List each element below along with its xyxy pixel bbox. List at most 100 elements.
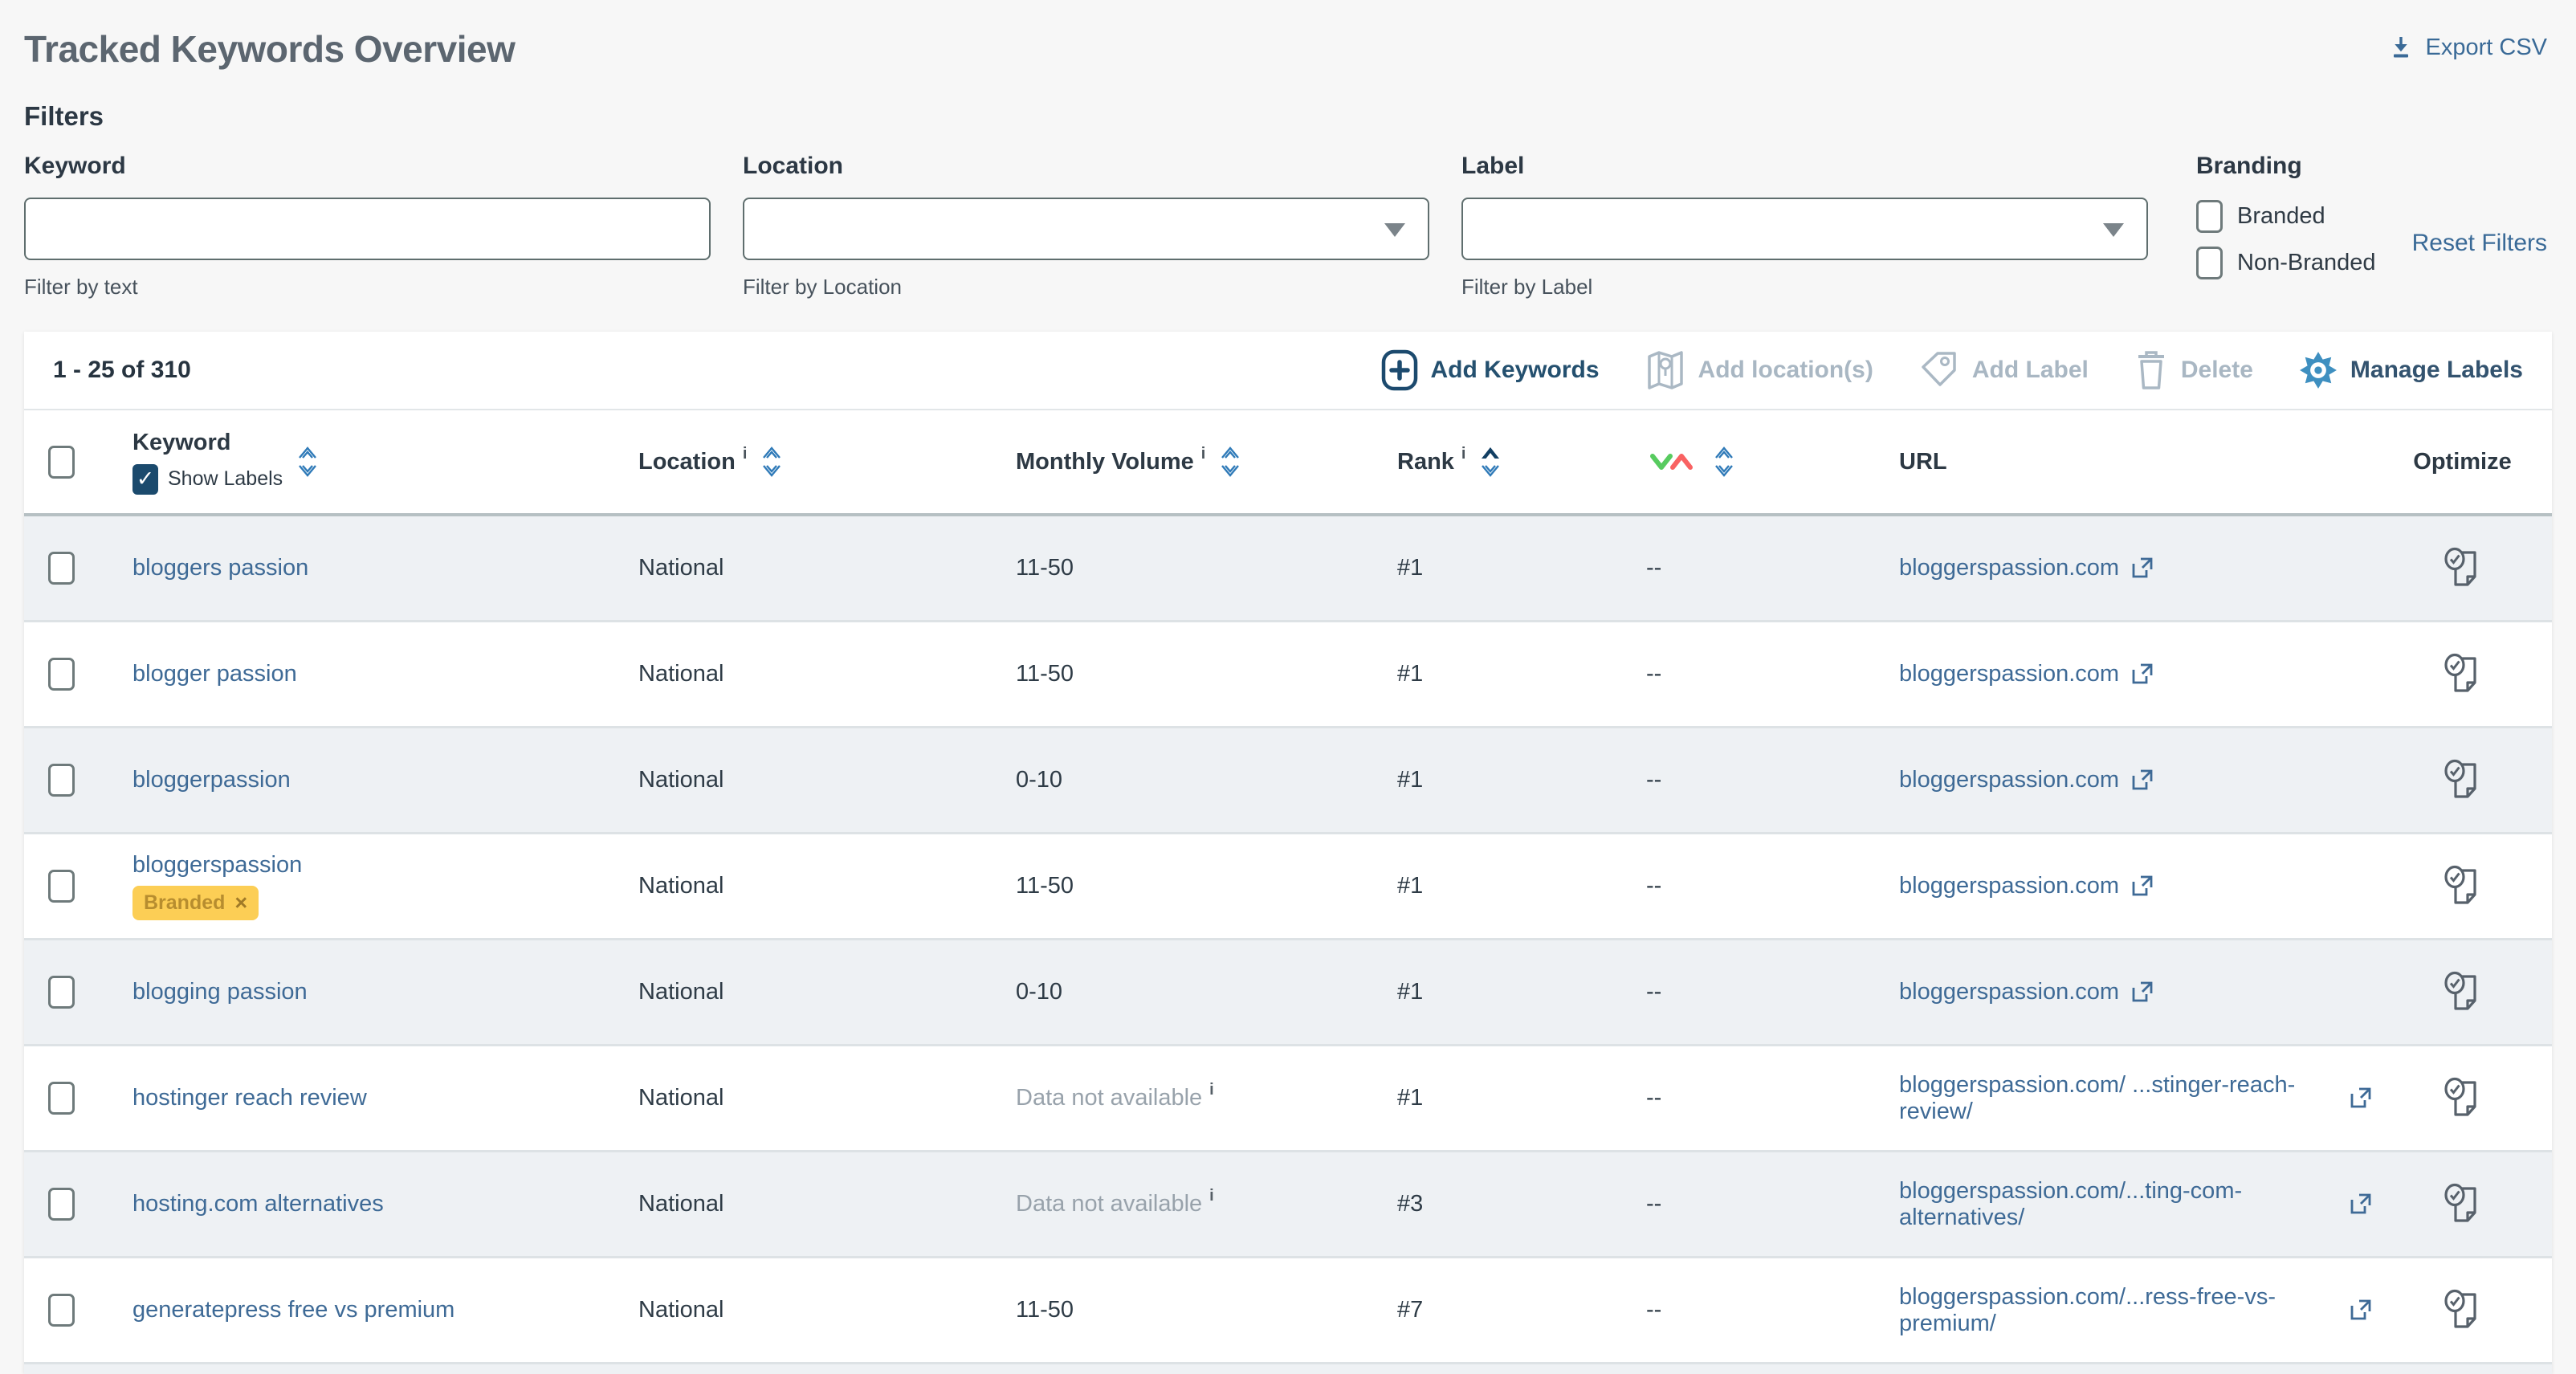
url-link[interactable]: bloggerspassion.com bbox=[1899, 767, 2154, 793]
column-header-rank: Rank bbox=[1397, 448, 1454, 475]
keyword-filter-input[interactable] bbox=[26, 199, 709, 259]
keyword-link[interactable]: hostinger reach review bbox=[132, 1085, 367, 1111]
volume-cell: 11-50 bbox=[992, 516, 1373, 620]
branded-option-label: Branded bbox=[2237, 202, 2325, 229]
table-row: hostinger reach review National Data not… bbox=[24, 1046, 2552, 1152]
plus-square-icon bbox=[1381, 349, 1417, 391]
trend-cell: -- bbox=[1646, 1191, 1662, 1217]
info-icon: i bbox=[1209, 1187, 1214, 1205]
table-row: bloggerspassion Branded × National 11-50… bbox=[24, 834, 2552, 940]
column-header-optimize: Optimize bbox=[2413, 448, 2512, 475]
branded-checkbox[interactable] bbox=[2196, 199, 2223, 233]
row-checkbox[interactable] bbox=[48, 658, 75, 691]
show-labels-checkbox[interactable]: ✓ bbox=[132, 463, 158, 495]
url-text: bloggerspassion.com/ ...stinger-reach-re… bbox=[1899, 1071, 2296, 1124]
location-select[interactable] bbox=[743, 198, 1429, 260]
rank-cell: #1 bbox=[1397, 661, 1424, 687]
row-checkbox[interactable] bbox=[48, 1082, 75, 1115]
table-row: blogger passion National 11-50 #1 -- blo… bbox=[24, 622, 2552, 728]
keyword-link[interactable]: hosting.com alternatives bbox=[132, 1191, 384, 1217]
volume-cell: 0-10 bbox=[992, 940, 1373, 1044]
optimize-icon[interactable] bbox=[2443, 864, 2483, 909]
url-text: bloggerspassion.com bbox=[1899, 767, 2120, 793]
download-icon bbox=[2393, 37, 2408, 58]
export-csv-button[interactable]: Export CSV bbox=[2387, 34, 2547, 61]
sort-icon-active-asc[interactable] bbox=[1478, 442, 1502, 482]
optimize-icon[interactable] bbox=[2443, 1076, 2483, 1121]
url-text: bloggerspassion.com/...ress-free-vs-prem… bbox=[1899, 1283, 2276, 1336]
rank-cell: #7 bbox=[1397, 1297, 1424, 1323]
label-filter-helper: Filter by Label bbox=[1461, 275, 1593, 299]
add-label-button[interactable]: Add Label bbox=[1918, 349, 2089, 391]
select-all-checkbox[interactable] bbox=[48, 445, 75, 479]
add-keywords-button[interactable]: Add Keywords bbox=[1380, 349, 1600, 392]
next-row-sliver bbox=[24, 1364, 2552, 1374]
optimize-icon[interactable] bbox=[2443, 652, 2483, 697]
filter-keyword: Keyword Filter by text bbox=[24, 153, 711, 300]
column-header-location: Location bbox=[638, 448, 736, 475]
sort-icon[interactable] bbox=[1712, 442, 1736, 482]
url-link[interactable]: bloggerspassion.com/ ...stinger-reach-re… bbox=[1899, 1072, 2373, 1125]
label-select[interactable] bbox=[1461, 198, 2148, 260]
keyword-link[interactable]: bloggerspassion bbox=[132, 852, 303, 878]
row-checkbox[interactable] bbox=[48, 1188, 75, 1221]
url-link[interactable]: bloggerspassion.com bbox=[1899, 555, 2154, 581]
url-link[interactable]: bloggerspassion.com bbox=[1899, 873, 2154, 899]
manage-labels-button[interactable]: Manage Labels bbox=[2298, 350, 2523, 390]
info-icon: i bbox=[1200, 444, 1206, 463]
row-checkbox[interactable] bbox=[48, 552, 75, 585]
location-filter-helper: Filter by Location bbox=[743, 275, 902, 299]
url-link[interactable]: bloggerspassion.com bbox=[1899, 979, 2154, 1005]
optimize-icon[interactable] bbox=[2443, 546, 2483, 591]
row-checkbox[interactable] bbox=[48, 976, 75, 1009]
optimize-icon[interactable] bbox=[2443, 970, 2483, 1015]
keyword-link[interactable]: generatepress free vs premium bbox=[132, 1297, 455, 1323]
delete-button[interactable]: Delete bbox=[2134, 349, 2253, 392]
volume-cell: 11-50 bbox=[992, 1258, 1373, 1362]
branded-option[interactable]: Branded bbox=[2196, 198, 2376, 234]
trend-cell: -- bbox=[1646, 555, 1662, 581]
sort-icon[interactable] bbox=[760, 442, 784, 482]
rank-cell: #1 bbox=[1397, 873, 1424, 899]
reset-filters-link[interactable]: Reset Filters bbox=[2411, 230, 2547, 256]
sort-icon[interactable] bbox=[296, 442, 320, 482]
location-cell: National bbox=[638, 979, 724, 1005]
url-link[interactable]: bloggerspassion.com/...ress-free-vs-prem… bbox=[1899, 1284, 2373, 1337]
info-icon: i bbox=[742, 444, 748, 463]
table-row: bloggers passion National 11-50 #1 -- bl… bbox=[24, 516, 2552, 622]
keyword-link[interactable]: blogging passion bbox=[132, 979, 308, 1005]
trash-icon bbox=[2138, 351, 2164, 389]
optimize-icon[interactable] bbox=[2443, 758, 2483, 803]
table-row: generatepress free vs premium National 1… bbox=[24, 1258, 2552, 1364]
keyword-link[interactable]: blogger passion bbox=[132, 661, 297, 687]
non-branded-checkbox[interactable] bbox=[2196, 246, 2223, 279]
non-branded-option[interactable]: Non-Branded bbox=[2196, 244, 2376, 281]
row-checkbox[interactable] bbox=[48, 1294, 75, 1327]
keyword-link[interactable]: bloggers passion bbox=[132, 555, 309, 581]
add-locations-button[interactable]: Add location(s) bbox=[1645, 349, 1873, 392]
tag-icon bbox=[1922, 352, 1956, 386]
url-link[interactable]: bloggerspassion.com bbox=[1899, 661, 2154, 687]
row-checkbox[interactable] bbox=[48, 870, 75, 903]
external-link-icon bbox=[2350, 1193, 2371, 1213]
volume-cell: Data not available i bbox=[992, 1152, 1373, 1256]
show-labels-label: Show Labels bbox=[168, 467, 283, 490]
filter-location: Location Filter by Location bbox=[743, 153, 1429, 300]
trend-legend-icon bbox=[1650, 454, 1693, 470]
external-link-icon bbox=[2132, 981, 2153, 1001]
location-cell: National bbox=[638, 1297, 724, 1323]
column-header-keyword: Keyword bbox=[132, 429, 231, 455]
rank-cell: #3 bbox=[1397, 1191, 1424, 1217]
trend-cell: -- bbox=[1646, 1297, 1662, 1323]
optimize-icon[interactable] bbox=[2443, 1182, 2483, 1227]
row-checkbox[interactable] bbox=[48, 764, 75, 797]
table-row: hosting.com alternatives National Data n… bbox=[24, 1152, 2552, 1258]
sort-icon[interactable] bbox=[1218, 442, 1242, 482]
show-labels-toggle[interactable]: ✓ Show Labels bbox=[132, 463, 283, 495]
map-pin-icon bbox=[1647, 351, 1683, 389]
remove-label-icon[interactable]: × bbox=[234, 891, 248, 915]
optimize-icon[interactable] bbox=[2443, 1288, 2483, 1333]
keyword-link[interactable]: bloggerpassion bbox=[132, 767, 291, 793]
external-link-icon bbox=[2350, 1087, 2371, 1107]
url-link[interactable]: bloggerspassion.com/...ting-com-alternat… bbox=[1899, 1178, 2373, 1231]
